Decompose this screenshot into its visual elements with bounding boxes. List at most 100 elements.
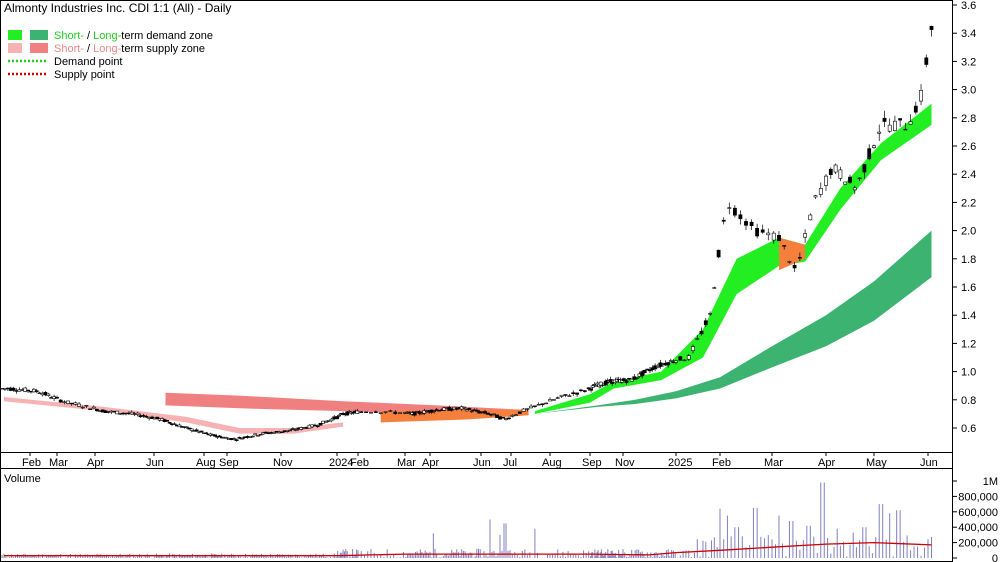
candle-body	[903, 128, 908, 131]
date-label: Apr	[87, 457, 104, 469]
candle-body	[91, 406, 96, 409]
candle-body	[264, 431, 268, 434]
price-label: 1.8	[961, 254, 976, 266]
date-label: Sep	[219, 457, 239, 469]
candle-body	[708, 313, 713, 315]
price-label: 1.6	[961, 282, 976, 294]
candle-body	[258, 433, 263, 436]
candle-body	[712, 287, 717, 289]
candle-body	[115, 410, 120, 415]
price-label: 1.2	[961, 338, 976, 350]
volume-label-tick: 600,000	[958, 507, 998, 519]
candle-body	[373, 411, 378, 413]
candle-body	[398, 412, 403, 414]
candle-body	[749, 221, 754, 226]
candle-body	[908, 121, 913, 125]
candle-body	[77, 403, 82, 407]
candle-body	[674, 360, 678, 363]
candle-body	[266, 432, 271, 435]
legend-supply-point: Supply point	[54, 69, 115, 81]
candle-body	[467, 408, 472, 410]
candle-body	[486, 412, 490, 415]
candle-body	[924, 57, 929, 65]
candle-body	[634, 377, 639, 379]
price-label: 2.0	[961, 226, 976, 238]
candle-body	[732, 207, 737, 216]
candle-body	[559, 394, 564, 397]
candle-body	[187, 427, 192, 430]
candle-body	[818, 188, 823, 195]
candle-body	[575, 392, 580, 395]
candle-body	[867, 148, 872, 160]
candle-body	[703, 320, 708, 326]
candle-body	[594, 385, 598, 387]
candle-body	[364, 411, 369, 413]
candle-body	[548, 399, 552, 402]
candle-body	[261, 432, 266, 435]
price-label: 2.2	[961, 197, 976, 209]
date-label: Feb	[350, 457, 369, 469]
candle-body	[288, 429, 293, 432]
date-label: Apr	[818, 457, 835, 469]
candle-body	[771, 232, 776, 241]
candle-body	[563, 394, 568, 396]
candle-body	[293, 429, 298, 431]
volume-label-tick: 0	[992, 553, 998, 562]
candle-body	[695, 338, 700, 340]
date-label: Jun	[473, 457, 491, 469]
candle-body	[464, 409, 469, 412]
candle-body	[843, 181, 848, 185]
candle-body	[34, 390, 39, 392]
candle-body	[66, 400, 70, 404]
candle-body	[432, 410, 437, 412]
candle-body	[337, 414, 341, 417]
candle-body	[88, 408, 93, 410]
candle-body	[738, 214, 743, 220]
candle-body	[449, 408, 454, 411]
candle-body	[177, 424, 182, 428]
candle-body	[929, 25, 934, 30]
candle-body	[647, 369, 652, 372]
candle-body	[666, 362, 671, 366]
candle-body	[253, 433, 258, 436]
date-label: Feb	[712, 457, 731, 469]
volume-layer	[1, 482, 932, 558]
candle-body	[892, 120, 897, 131]
candle-body	[412, 411, 417, 416]
candle-body	[640, 371, 645, 377]
price-label: 0.8	[961, 395, 976, 407]
price-label: 2.4	[961, 169, 976, 181]
candle-body	[232, 438, 237, 440]
candle-body	[447, 406, 452, 411]
candle-body	[155, 416, 160, 419]
candle-body	[315, 425, 320, 427]
date-label: Mar	[49, 457, 68, 469]
candle-body	[335, 416, 339, 420]
candle-body	[589, 388, 594, 391]
price-label: 3.2	[961, 56, 976, 68]
candle-body	[26, 389, 31, 392]
candle-body	[510, 415, 515, 417]
price-panel-frame	[0, 0, 953, 469]
date-label: Aug	[196, 457, 216, 469]
candle-body	[813, 195, 818, 198]
candle-body	[852, 187, 857, 191]
candle-body	[454, 408, 459, 410]
candle-body	[199, 430, 204, 433]
candle-body	[579, 389, 583, 391]
candle-body	[11, 387, 16, 391]
candle-body	[872, 145, 876, 148]
candle-body	[624, 380, 629, 383]
candle-body	[555, 397, 560, 399]
legend-supply-zone: Short- / Long-term supply zone	[54, 43, 205, 55]
candle-body	[345, 411, 350, 416]
legend-short-demand-swatch	[8, 30, 22, 40]
candle-body	[629, 378, 634, 382]
candle-body	[621, 378, 626, 381]
candle-body	[43, 391, 48, 396]
volume-label-tick: 200,000	[958, 538, 998, 550]
candle-body	[271, 432, 276, 434]
candle-body	[833, 164, 838, 173]
